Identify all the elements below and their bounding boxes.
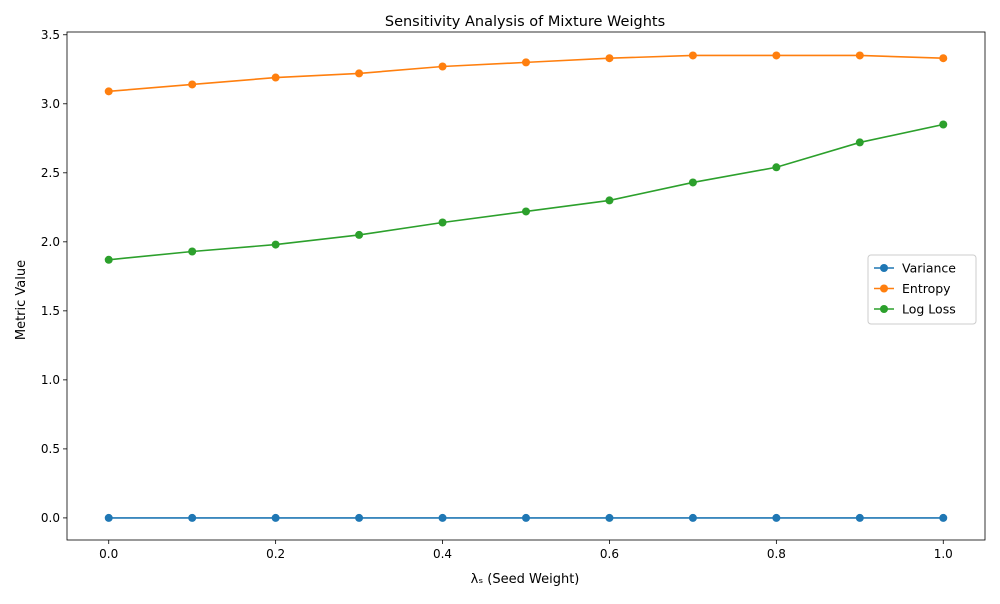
data-point-log-loss	[355, 230, 364, 239]
data-point-log-loss	[104, 255, 113, 264]
data-point-log-loss	[438, 218, 447, 227]
y-tick-label: 0.5	[41, 442, 60, 456]
legend-label-log-loss: Log Loss	[902, 302, 956, 317]
y-tick-label: 2.0	[41, 235, 60, 249]
data-point-log-loss	[688, 178, 697, 187]
data-point-variance	[772, 513, 781, 522]
data-point-variance	[605, 513, 614, 522]
x-tick-label: 0.0	[99, 547, 118, 561]
data-point-variance	[104, 513, 113, 522]
data-point-log-loss	[605, 196, 614, 205]
legend-box	[867, 254, 977, 325]
series-line-log-loss	[108, 123, 944, 261]
data-point-entropy	[271, 73, 280, 82]
data-point-entropy	[855, 51, 864, 60]
data-point-entropy	[688, 51, 697, 60]
legend-marker-variance	[880, 264, 888, 272]
data-point-variance	[438, 513, 447, 522]
y-tick-label: 1.0	[41, 373, 60, 387]
y-tick-label: 3.0	[41, 97, 60, 111]
y-tick-label: 0.0	[41, 511, 60, 525]
x-tick-label: 1.0	[934, 547, 953, 561]
data-point-entropy	[522, 58, 530, 67]
data-point-log-loss	[855, 138, 864, 147]
data-point-variance	[855, 513, 864, 522]
data-point-entropy	[355, 69, 364, 78]
data-point-variance	[939, 513, 948, 522]
x-tick-label: 0.2	[266, 547, 285, 561]
data-point-variance	[271, 513, 280, 522]
legend: Variance Entropy Log Loss	[867, 254, 977, 325]
plot-frame	[66, 31, 986, 541]
plot-area: 0.0 0.2 0.4 0.6 0.8 1.0 0.0 0.5 1.0 1.5 2.0 2.5 3.0 3…	[41, 28, 986, 561]
data-point-entropy	[605, 54, 614, 63]
data-point-variance	[688, 513, 697, 522]
data-point-variance	[522, 513, 530, 522]
data-point-entropy	[772, 51, 781, 60]
chart-title: Sensitivity Analysis of Mixture Weights	[385, 14, 665, 30]
data-point-log-loss	[188, 247, 197, 256]
data-point-entropy	[438, 62, 447, 71]
x-axis-label: λₛ (Seed Weight)	[471, 572, 580, 587]
data-point-entropy	[188, 80, 197, 89]
data-point-log-loss	[522, 207, 530, 216]
y-tick-label: 1.5	[41, 304, 60, 318]
legend-marker-entropy	[880, 284, 888, 293]
legend-label-entropy: Entropy	[902, 281, 951, 296]
y-axis-label: Metric Value	[14, 260, 29, 340]
data-point-entropy	[104, 87, 113, 96]
data-point-log-loss	[271, 240, 280, 249]
x-tick-label: 0.8	[767, 547, 786, 561]
x-tick-label: 0.4	[433, 547, 452, 561]
legend-label-variance: Variance	[902, 261, 956, 276]
data-point-variance	[355, 513, 364, 522]
data-point-entropy	[939, 54, 948, 63]
x-tick-label: 0.6	[600, 547, 619, 561]
data-point-variance	[188, 513, 197, 522]
data-point-log-loss	[939, 120, 948, 129]
y-tick-label: 3.5	[41, 28, 60, 42]
y-tick-label: 2.5	[41, 166, 60, 180]
legend-marker-log-loss	[880, 305, 888, 313]
data-point-log-loss	[772, 163, 781, 172]
